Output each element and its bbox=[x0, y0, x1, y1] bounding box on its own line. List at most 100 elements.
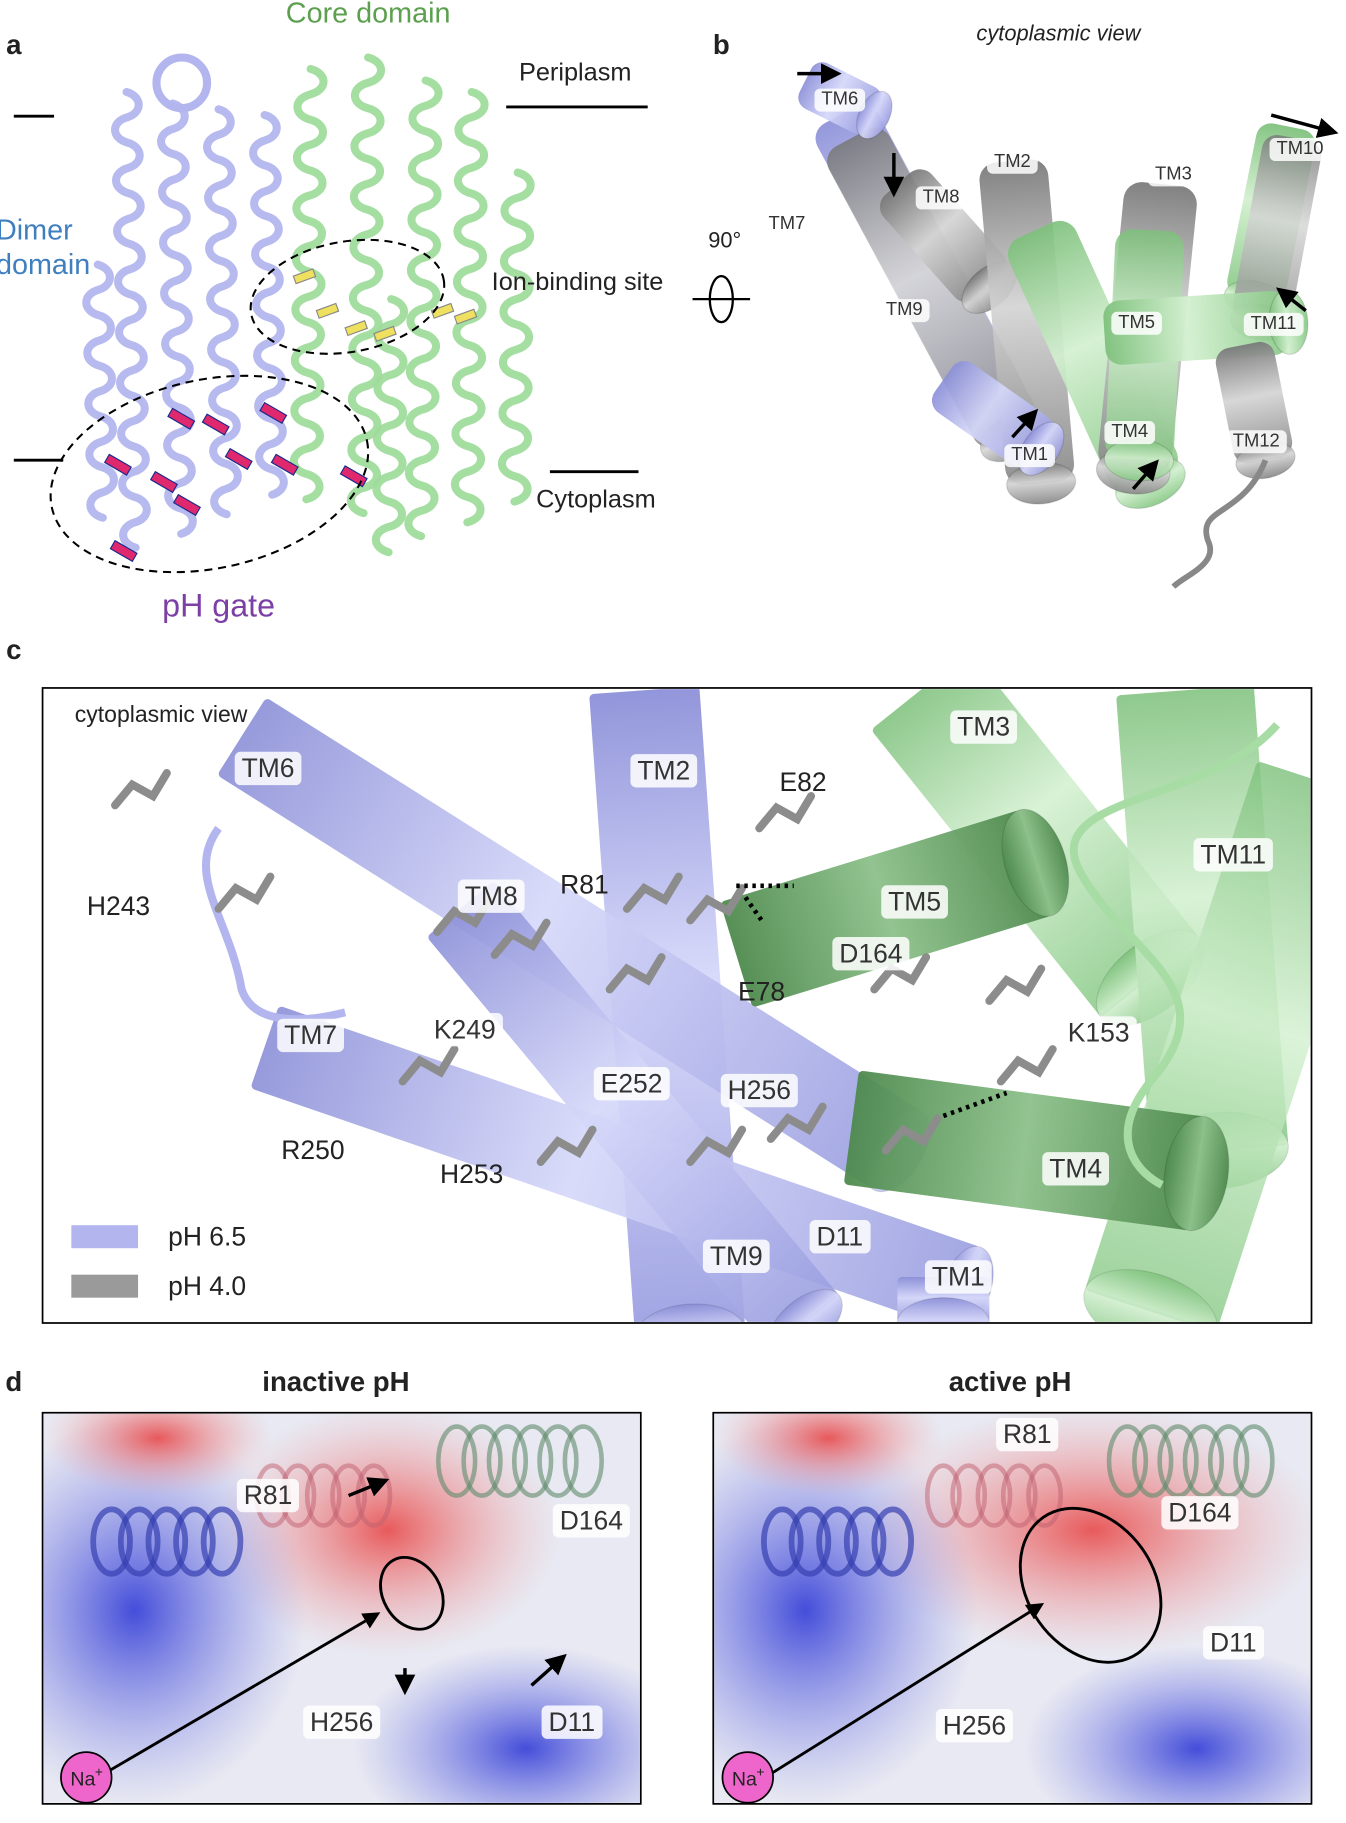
helix bbox=[203, 105, 242, 519]
panel-label: b bbox=[712, 29, 730, 61]
helix-label: D164 bbox=[832, 937, 910, 971]
site-outlines bbox=[49, 238, 446, 574]
sidechain bbox=[996, 1045, 1057, 1086]
helix-label: TM6 bbox=[814, 88, 866, 112]
panel-title: inactive pH bbox=[262, 1366, 410, 1398]
residue bbox=[339, 465, 368, 488]
helix-label: TM8 bbox=[915, 186, 967, 210]
residue-label: E78 bbox=[738, 976, 786, 1007]
region-label: Ion-binding site bbox=[491, 266, 664, 296]
arrow bbox=[1270, 113, 1339, 138]
rotation-icon bbox=[692, 274, 751, 324]
cylinder-end bbox=[767, 1288, 843, 1322]
helix-label: TM7 bbox=[761, 212, 813, 236]
helix-turn bbox=[1106, 1424, 1149, 1498]
legend-label: pH 6.5 bbox=[168, 1221, 247, 1252]
helix bbox=[497, 168, 535, 506]
helix-label: TM7 bbox=[277, 1018, 344, 1053]
residue bbox=[270, 453, 299, 476]
helix-turn bbox=[304, 1463, 342, 1528]
positive-potential bbox=[1023, 1645, 1311, 1803]
helix-label: TM3 bbox=[1148, 163, 1199, 187]
helix-turn bbox=[1157, 1424, 1199, 1498]
helix-turn bbox=[200, 1506, 244, 1577]
domain-label: Dimer domain bbox=[0, 213, 91, 281]
panel-d-art bbox=[43, 1413, 640, 1803]
negative-potential bbox=[714, 1413, 944, 1496]
helix-turn bbox=[90, 1506, 133, 1577]
helix-label: TM11 bbox=[1193, 838, 1274, 872]
helix bbox=[450, 88, 489, 527]
sidechain bbox=[985, 964, 1046, 1005]
arrow bbox=[1011, 408, 1039, 439]
helix-turn bbox=[511, 1424, 554, 1498]
helix bbox=[289, 64, 328, 504]
hbond bbox=[942, 1090, 1008, 1119]
residue bbox=[259, 401, 288, 425]
cylinder-end bbox=[1001, 808, 1070, 917]
helix bbox=[371, 295, 409, 557]
sidechain bbox=[622, 872, 683, 913]
helix bbox=[111, 88, 151, 552]
helix-cylinder bbox=[931, 361, 1053, 468]
helix-label: TM12 bbox=[1225, 430, 1287, 454]
residue-label: R81 bbox=[560, 869, 609, 900]
residue-label: R81 bbox=[236, 1478, 300, 1513]
helix bbox=[346, 53, 385, 518]
helix-top bbox=[152, 53, 212, 113]
helix-label: TM5 bbox=[881, 885, 948, 919]
panel-label: a bbox=[6, 29, 22, 61]
arrow bbox=[1276, 287, 1307, 312]
helix-turn bbox=[145, 1506, 189, 1577]
helix-turn bbox=[537, 1424, 579, 1498]
helix-label: TM9 bbox=[878, 299, 930, 323]
loop bbox=[202, 825, 347, 1024]
residue bbox=[172, 493, 202, 517]
helix-turn bbox=[562, 1424, 604, 1498]
residue bbox=[224, 447, 253, 471]
cylinder-end bbox=[1083, 1268, 1218, 1322]
helix-turn bbox=[436, 1424, 478, 1498]
helix-label: K153 bbox=[1060, 1016, 1137, 1050]
helix-label: TM10 bbox=[1269, 138, 1331, 162]
helix-cylinder bbox=[1232, 135, 1322, 326]
residue bbox=[430, 302, 455, 319]
helix-turn bbox=[461, 1424, 503, 1498]
helix-label: TM2 bbox=[987, 150, 1038, 174]
panel-d-frame bbox=[712, 1411, 1313, 1805]
residue bbox=[109, 539, 138, 563]
helix-turn bbox=[950, 1463, 988, 1528]
residue bbox=[453, 308, 478, 325]
negative-potential bbox=[43, 1413, 273, 1496]
helix-label: TM1 bbox=[924, 1260, 992, 1294]
helix-turn bbox=[1026, 1463, 1063, 1528]
helix-turn bbox=[924, 1463, 962, 1528]
arrow bbox=[764, 1603, 1045, 1779]
helix-turn bbox=[788, 1506, 832, 1577]
arrow bbox=[347, 1477, 390, 1498]
sidechain bbox=[686, 1125, 747, 1166]
helix bbox=[249, 111, 288, 499]
helix-cylinder bbox=[879, 169, 1007, 303]
residue bbox=[167, 407, 196, 430]
ion-label: Na bbox=[70, 1768, 96, 1791]
pore bbox=[379, 1556, 445, 1631]
helix-label: D11 bbox=[809, 1220, 871, 1254]
sidechain bbox=[536, 1125, 597, 1166]
residue-label: H256 bbox=[303, 1705, 381, 1739]
arrow bbox=[1131, 459, 1159, 491]
panel-c-frame bbox=[41, 687, 1313, 1324]
helix-turn bbox=[1233, 1424, 1275, 1498]
helix-turn bbox=[871, 1506, 915, 1577]
rotation-label: 90° bbox=[708, 228, 742, 254]
helix-cylinder bbox=[218, 699, 921, 1188]
helix-label: TM4 bbox=[1042, 1152, 1110, 1186]
residue bbox=[315, 302, 340, 319]
membrane-lines bbox=[13, 105, 648, 474]
region-label: Periplasm bbox=[518, 57, 632, 87]
helix-label: K249 bbox=[426, 1012, 503, 1047]
sidechain bbox=[111, 769, 171, 810]
residue bbox=[149, 470, 179, 494]
cylinder-end bbox=[1163, 1115, 1230, 1232]
